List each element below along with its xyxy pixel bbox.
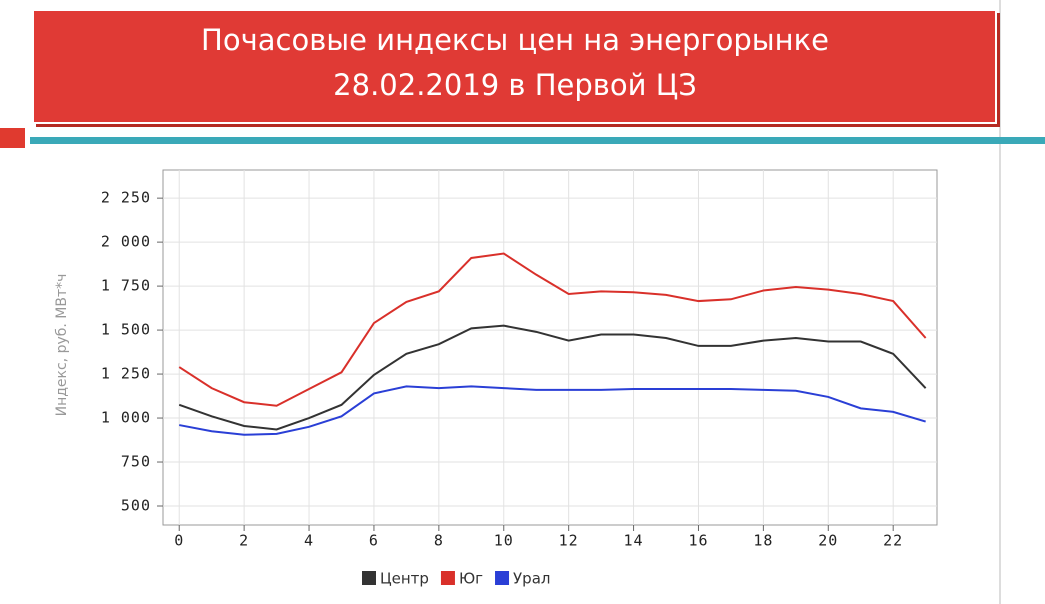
x-tick-label: 0 <box>174 532 184 550</box>
y-tick-label: 500 <box>121 497 151 515</box>
y-tick-label: 1 250 <box>101 365 151 383</box>
x-tick-label: 8 <box>434 532 444 550</box>
y-tick-label: 2 250 <box>101 189 151 207</box>
series-line <box>179 385 926 436</box>
chart-title: Почасовые индексы цен на энергорынке 28.… <box>201 23 829 102</box>
x-tick-label: 2 <box>239 532 249 550</box>
y-tick-label: 1 000 <box>101 409 151 427</box>
x-tick-label: 4 <box>304 532 314 550</box>
x-tick-label: 10 <box>494 532 514 550</box>
x-tick-label: 22 <box>883 532 903 550</box>
y-tick-label: 1 750 <box>101 277 151 295</box>
title-wrap: Почасовые индексы цен на энергорынке 28.… <box>201 23 829 102</box>
accent-square <box>0 128 25 148</box>
legend-label: Урал <box>513 570 550 588</box>
x-tick-label: 12 <box>559 532 579 550</box>
x-tick-label: 14 <box>624 532 644 550</box>
y-tick-label: 750 <box>121 453 151 471</box>
y-axis-label: Индекс, руб. МВт*ч <box>54 274 70 417</box>
legend-swatch <box>440 571 455 585</box>
legend-swatch <box>495 571 510 585</box>
plot-area <box>162 169 938 526</box>
x-tick-label: 20 <box>818 532 838 550</box>
legend-swatch <box>362 571 376 585</box>
y-tick-label: 2 000 <box>101 233 151 251</box>
series-line <box>178 324 927 431</box>
x-tick-label: 6 <box>369 532 379 550</box>
x-tick-label: 18 <box>753 532 773 550</box>
y-tick-label: 1 500 <box>101 321 151 339</box>
title-box <box>32 9 997 124</box>
accent-bar <box>30 137 1045 144</box>
x-tick-label: 16 <box>688 532 708 550</box>
legend-label: Центр <box>380 570 429 588</box>
legend-label: Юг <box>459 570 483 588</box>
series-line <box>178 252 927 407</box>
